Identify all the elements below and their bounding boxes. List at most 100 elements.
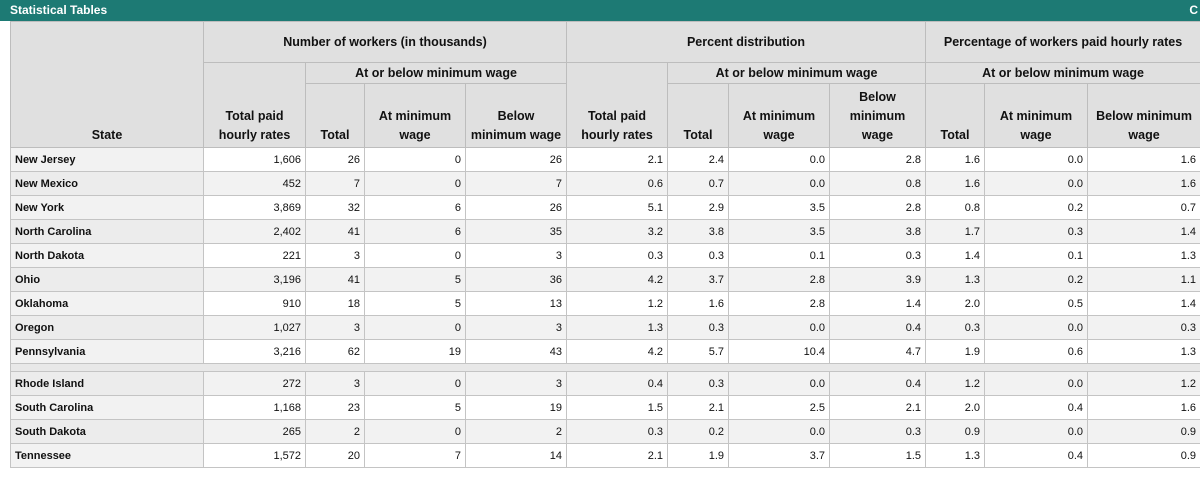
state-cell: Tennessee	[10, 443, 204, 468]
value-cell: 0.4	[984, 395, 1089, 420]
value-cell: 1,606	[203, 147, 306, 172]
state-cell: New Jersey	[10, 147, 204, 172]
value-cell: 3	[305, 243, 365, 268]
below-minimum-wage-header: Below minimum wage	[828, 83, 927, 148]
value-cell: 0	[364, 147, 466, 172]
value-cell: 1.5	[828, 443, 927, 468]
state-header: State	[10, 21, 204, 148]
group-header-percentage-hourly: Percentage of workers paid hourly rates	[925, 21, 1200, 63]
value-cell: 3.8	[667, 219, 729, 244]
value-cell: 1.9	[667, 443, 729, 468]
table-row: New York 3,869 32 6 26 5.1 2.9 3.5 2.8 0.8 0.2 0.7	[10, 195, 1200, 220]
value-cell: 13	[465, 291, 567, 316]
value-cell: 26	[305, 147, 365, 172]
value-cell: 3.5	[728, 219, 830, 244]
value-cell: 2.1	[667, 395, 729, 420]
value-cell: 3	[465, 315, 567, 340]
value-cell: 0.1	[984, 243, 1089, 268]
value-cell: 272	[203, 371, 306, 396]
value-cell: 3,196	[203, 267, 306, 292]
value-cell: 36	[465, 267, 567, 292]
value-cell: 2.8	[828, 195, 927, 220]
value-cell: 1.6	[1087, 395, 1200, 420]
value-cell: 0	[364, 243, 466, 268]
value-cell: 0.0	[728, 171, 830, 196]
value-cell: 1.2	[925, 371, 986, 396]
value-cell: 0.0	[728, 315, 830, 340]
value-cell: 1.3	[925, 267, 986, 292]
value-cell: 0.0	[984, 419, 1089, 444]
value-cell: 0.3	[566, 243, 668, 268]
state-cell: South Dakota	[10, 419, 204, 444]
value-cell: 14	[465, 443, 567, 468]
value-cell: 20	[305, 443, 365, 468]
value-cell: 1.5	[566, 395, 668, 420]
value-cell: 7	[305, 171, 365, 196]
state-cell: Oklahoma	[10, 291, 204, 316]
value-cell: 0.0	[984, 371, 1089, 396]
value-cell: 1.4	[1087, 291, 1200, 316]
state-cell: South Carolina	[10, 395, 204, 420]
value-cell: 0.3	[984, 219, 1089, 244]
value-cell: 2.9	[667, 195, 729, 220]
total-header: Total	[667, 83, 729, 148]
titlebar-corner-label[interactable]: C	[1189, 3, 1198, 17]
value-cell: 452	[203, 171, 306, 196]
value-cell: 0.2	[984, 195, 1089, 220]
value-cell: 2.4	[667, 147, 729, 172]
value-cell: 3,869	[203, 195, 306, 220]
value-cell: 3	[305, 315, 365, 340]
value-cell: 19	[364, 339, 466, 364]
table-body: New Jersey 1,606 26 0 26 2.1 2.4 0.0 2.8 1.6 0.0 1.…	[9, 147, 1200, 468]
value-cell: 0.7	[1087, 195, 1200, 220]
value-cell: 0.4	[984, 443, 1089, 468]
value-cell: 41	[305, 267, 365, 292]
below-minimum-wage-header: Below minimum wage	[1087, 83, 1200, 148]
value-cell: 41	[305, 219, 365, 244]
state-cell: Oregon	[10, 315, 204, 340]
value-cell: 0.3	[828, 243, 927, 268]
value-cell: 2	[465, 419, 567, 444]
title-bar: Statistical Tables C	[0, 0, 1200, 21]
value-cell: 1.6	[925, 171, 986, 196]
table-row: New Mexico 452 7 0 7 0.6 0.7 0.0 0.8 1.6 0.0 1.6	[10, 171, 1200, 196]
value-cell: 0	[364, 419, 466, 444]
value-cell: 7	[465, 171, 567, 196]
statistical-table: State Number of workers (in thousands) P…	[9, 21, 1200, 468]
value-cell: 0.8	[828, 171, 927, 196]
value-cell: 5	[364, 291, 466, 316]
value-cell: 0.3	[828, 419, 927, 444]
value-cell: 10.4	[728, 339, 830, 364]
table-row: Oklahoma 910 18 5 13 1.2 1.6 2.8 1.4 2.0 0.5 1.4	[10, 291, 1200, 316]
value-cell: 221	[203, 243, 306, 268]
value-cell: 3.5	[728, 195, 830, 220]
value-cell: 4.2	[566, 339, 668, 364]
value-cell: 26	[465, 195, 567, 220]
value-cell: 0.0	[984, 315, 1089, 340]
state-cell: Ohio	[10, 267, 204, 292]
value-cell: 1.1	[1087, 267, 1200, 292]
value-cell: 1.4	[925, 243, 986, 268]
value-cell: 3	[465, 243, 567, 268]
value-cell: 5	[364, 267, 466, 292]
value-cell: 0.4	[828, 315, 927, 340]
value-cell: 2.8	[728, 267, 830, 292]
at-minimum-wage-header: At minimum wage	[728, 83, 830, 148]
value-cell: 3	[305, 371, 365, 396]
value-cell: 0.0	[728, 147, 830, 172]
state-cell: Rhode Island	[10, 371, 204, 396]
group-header-number-of-workers: Number of workers (in thousands)	[203, 21, 567, 63]
subgroup-header: At or below minimum wage	[305, 62, 567, 84]
value-cell: 1.6	[1087, 171, 1200, 196]
value-cell: 1.4	[828, 291, 927, 316]
separator-cell	[9, 363, 1200, 372]
value-cell: 18	[305, 291, 365, 316]
table-row: South Dakota 265 2 0 2 0.3 0.2 0.0 0.3 0.9 0.0 0.9	[10, 419, 1200, 444]
value-cell: 6	[364, 219, 466, 244]
row-separator	[9, 363, 1200, 372]
value-cell: 0.0	[728, 419, 830, 444]
value-cell: 2.0	[925, 291, 986, 316]
value-cell: 0.3	[566, 419, 668, 444]
value-cell: 2	[305, 419, 365, 444]
value-cell: 4.2	[566, 267, 668, 292]
